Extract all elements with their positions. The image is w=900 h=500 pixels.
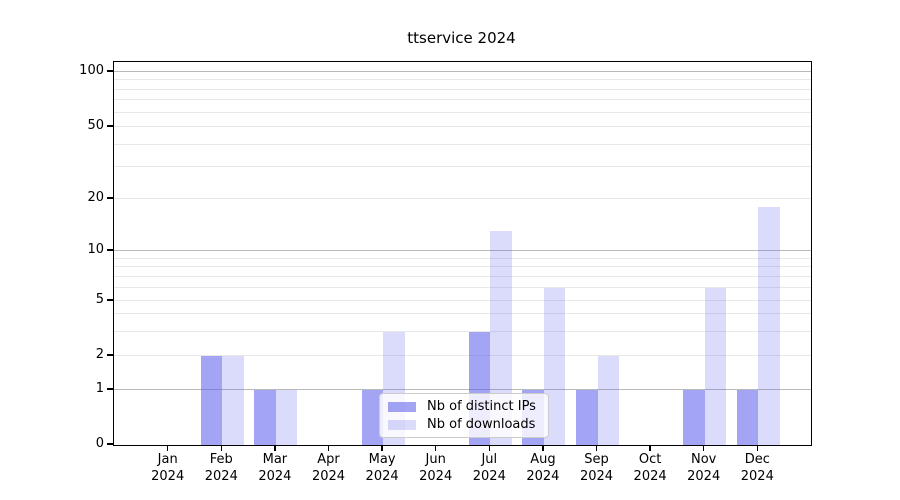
x-tick-label: Dec 2024 [740, 452, 774, 484]
chart-title: ttservice 2024 [407, 29, 516, 47]
gridline-minor [114, 286, 811, 288]
gridline-minor [114, 79, 811, 81]
x-tick-mark [488, 445, 490, 451]
legend-label-downloads: Nb of downloads [427, 417, 536, 432]
gridline-minor [114, 257, 811, 259]
gridline-minor [114, 166, 811, 168]
x-tick-label: Oct 2024 [633, 452, 667, 484]
x-tick-mark [167, 445, 169, 451]
x-tick-label: Jan 2024 [151, 452, 185, 484]
bar-downloads [597, 356, 619, 445]
bar-distinct-ips [254, 390, 276, 445]
x-tick-label: Mar 2024 [258, 452, 292, 484]
x-tick-mark [595, 445, 598, 451]
x-tick-mark [649, 445, 651, 451]
y-tick-mark [107, 197, 113, 199]
y-tick-label: 0 [95, 436, 104, 451]
x-tick-label: Jul 2024 [472, 452, 506, 484]
y-tick-label: 5 [95, 291, 104, 307]
bar-distinct-ips [736, 390, 759, 445]
x-tick-mark [274, 445, 276, 451]
x-tick-mark [435, 445, 437, 451]
gridline-minor [114, 111, 811, 113]
y-tick-mark [107, 70, 113, 72]
x-tick-mark [756, 445, 758, 451]
x-tick-label: Sep 2024 [579, 452, 614, 484]
y-tick-mark [107, 388, 113, 390]
y-tick-label: 1 [95, 381, 104, 396]
gridline-minor [114, 275, 811, 277]
gridline-minor [114, 88, 811, 90]
x-tick-mark [381, 445, 383, 451]
legend-swatch-distinct-ips [388, 401, 416, 412]
gridline-minor [114, 300, 811, 301]
legend-item-distinct-ips: Nb of distinct IPs [388, 399, 536, 414]
legend: Nb of distinct IPs Nb of downloads [379, 393, 549, 438]
gridline-minor [114, 126, 811, 127]
y-tick-label: 10 [87, 242, 104, 257]
gridline-minor [114, 143, 811, 145]
legend-item-downloads: Nb of downloads [388, 417, 536, 432]
plot-area: Nb of distinct IPs Nb of downloads [113, 61, 812, 446]
bar-downloads [758, 206, 780, 445]
y-tick-label: 20 [87, 189, 104, 205]
gridline-minor [114, 330, 811, 332]
x-tick-mark [703, 445, 705, 451]
bar-downloads [490, 231, 512, 445]
gridline-minor [114, 198, 811, 199]
gridline-major [114, 71, 811, 72]
y-tick-label: 50 [87, 117, 104, 133]
gridline-minor [114, 99, 811, 101]
legend-label-distinct-ips: Nb of distinct IPs [427, 399, 536, 414]
y-tick-mark [107, 125, 113, 127]
gridline-minor [114, 266, 811, 268]
legend-swatch-downloads [388, 419, 416, 430]
x-tick-mark [542, 445, 544, 451]
bar-distinct-ips [361, 390, 384, 445]
x-tick-mark [327, 445, 330, 451]
y-tick-mark [107, 354, 113, 356]
x-tick-label: Feb 2024 [204, 452, 238, 484]
bar-downloads [543, 287, 566, 445]
x-tick-mark [220, 445, 222, 451]
x-tick-label: May 2024 [365, 452, 399, 484]
gridline-minor [114, 355, 811, 356]
gridline-major [114, 389, 811, 391]
y-tick-mark [107, 249, 113, 251]
y-tick-label: 100 [79, 62, 104, 78]
bar-distinct-ips [576, 390, 598, 445]
bar-downloads [222, 356, 244, 445]
y-tick-mark [107, 443, 113, 445]
bar-downloads [275, 390, 298, 445]
bar-downloads [704, 287, 727, 445]
x-tick-label: Nov 2024 [687, 452, 721, 484]
x-tick-label: Aug 2024 [526, 452, 560, 484]
bar-distinct-ips [200, 356, 223, 445]
y-tick-mark [107, 299, 113, 301]
gridline-minor [114, 313, 811, 315]
gridline-major [114, 250, 811, 252]
x-tick-label: Apr 2024 [311, 452, 346, 484]
y-tick-label: 2 [95, 346, 104, 362]
x-tick-label: Jun 2024 [419, 452, 453, 484]
bar-distinct-ips [683, 390, 705, 445]
